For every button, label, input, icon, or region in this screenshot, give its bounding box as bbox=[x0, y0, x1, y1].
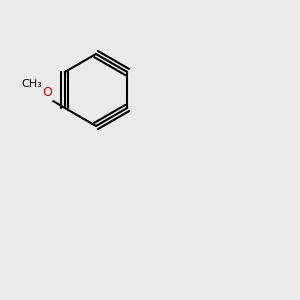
Text: CH₃: CH₃ bbox=[21, 79, 42, 89]
Text: O: O bbox=[42, 86, 52, 100]
